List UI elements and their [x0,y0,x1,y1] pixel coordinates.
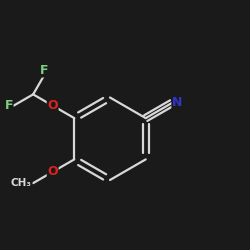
Text: O: O [47,166,58,178]
Text: N: N [172,96,182,109]
Text: O: O [47,99,58,112]
Text: CH₃: CH₃ [11,178,32,188]
Text: F: F [4,99,13,112]
Text: F: F [40,64,49,77]
